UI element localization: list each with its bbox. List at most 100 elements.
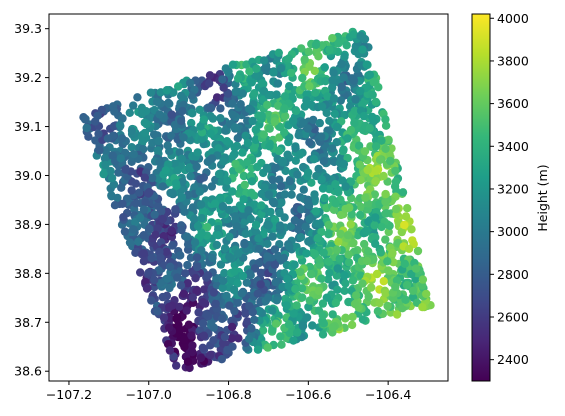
data-point — [286, 68, 296, 78]
scatter-points — [79, 27, 435, 373]
data-point — [233, 74, 243, 83]
data-point — [391, 282, 400, 292]
data-point — [190, 238, 200, 247]
data-point — [106, 166, 115, 176]
data-point — [298, 73, 307, 83]
data-point — [340, 286, 349, 295]
data-point — [375, 155, 385, 164]
data-point — [257, 158, 266, 168]
data-point — [176, 281, 186, 290]
data-point — [270, 245, 280, 254]
data-point — [265, 142, 274, 151]
data-point — [144, 268, 153, 277]
colorbar-tick-label: 3800 — [497, 53, 529, 68]
data-point — [220, 244, 230, 253]
data-point — [304, 168, 313, 177]
data-point — [127, 186, 136, 195]
data-point — [284, 54, 293, 63]
data-point — [241, 309, 250, 318]
data-point — [268, 306, 277, 315]
data-point — [402, 281, 412, 290]
data-point — [272, 90, 281, 99]
data-point — [231, 159, 240, 169]
data-point — [309, 115, 318, 125]
data-point — [214, 169, 224, 179]
data-point — [328, 323, 337, 332]
data-point — [241, 131, 250, 140]
data-point — [154, 201, 163, 211]
data-point — [283, 274, 292, 284]
data-point — [167, 110, 176, 119]
data-point — [304, 237, 313, 246]
data-point — [167, 226, 176, 235]
data-point — [289, 336, 298, 345]
data-point — [332, 122, 342, 132]
data-point — [187, 91, 196, 100]
data-point — [418, 275, 428, 284]
data-point — [147, 296, 156, 305]
data-point — [276, 182, 286, 191]
data-point — [328, 83, 337, 92]
data-point — [363, 165, 372, 175]
data-point — [329, 68, 338, 77]
data-point — [263, 100, 272, 110]
data-point — [196, 174, 205, 184]
data-point — [343, 231, 353, 240]
data-point — [381, 115, 390, 124]
data-point — [314, 286, 323, 296]
data-point — [177, 154, 186, 163]
data-point — [217, 314, 227, 323]
data-point — [178, 177, 187, 186]
data-point — [252, 64, 261, 73]
data-point — [199, 319, 208, 328]
data-point — [318, 330, 328, 339]
data-point — [328, 75, 337, 85]
data-point — [349, 238, 358, 248]
data-point — [356, 175, 365, 185]
data-point — [225, 232, 234, 241]
data-point — [196, 122, 205, 131]
data-point — [211, 299, 220, 308]
data-point — [230, 306, 239, 316]
data-point — [125, 238, 135, 247]
data-point — [219, 276, 228, 285]
data-point — [172, 313, 182, 322]
data-point — [251, 220, 261, 230]
data-point — [315, 220, 324, 229]
colorbar-tick-label: 2600 — [497, 309, 529, 324]
data-point — [318, 311, 327, 320]
data-point — [247, 78, 256, 87]
data-point — [205, 71, 215, 80]
colorbar-tick-label: 4000 — [497, 11, 529, 26]
data-point — [344, 258, 354, 267]
data-point — [232, 141, 242, 151]
data-point — [297, 284, 307, 293]
data-point — [371, 97, 380, 107]
colorbar-fill — [472, 14, 490, 381]
data-point — [362, 256, 372, 266]
data-point — [341, 204, 350, 214]
data-point — [291, 144, 300, 153]
data-point — [340, 52, 349, 62]
data-point — [193, 148, 202, 157]
data-point — [272, 296, 281, 305]
data-point — [262, 163, 272, 173]
data-point — [223, 345, 232, 355]
data-point — [175, 302, 184, 311]
data-point — [369, 78, 378, 87]
data-point — [371, 239, 380, 248]
data-point — [341, 182, 350, 191]
data-point — [377, 222, 386, 232]
data-point — [373, 307, 383, 316]
data-point — [333, 285, 342, 294]
data-point — [328, 144, 337, 153]
data-point — [269, 68, 278, 77]
data-point — [325, 184, 334, 194]
data-point — [95, 146, 104, 155]
data-point — [291, 156, 300, 165]
data-point — [209, 336, 218, 345]
data-point — [292, 301, 301, 310]
data-point — [308, 321, 317, 330]
data-point — [307, 178, 316, 187]
data-point — [146, 113, 155, 123]
